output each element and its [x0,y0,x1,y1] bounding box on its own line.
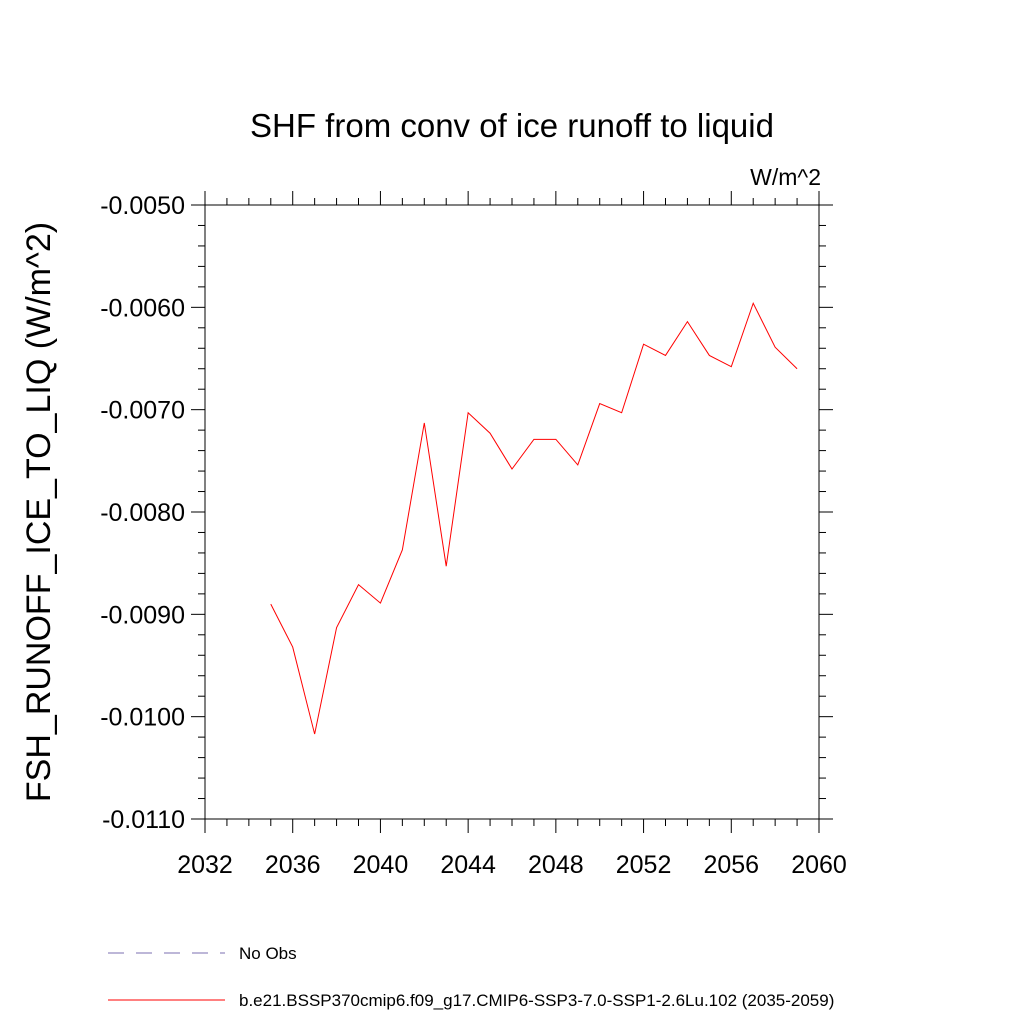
chart-title: SHF from conv of ice runoff to liquid [250,107,774,144]
series-line [270,301,798,735]
axis-ticks [191,191,833,833]
series-layer [270,301,798,735]
x-tick-label: 2052 [616,851,672,879]
x-tick-label: 2060 [791,851,847,879]
y-tick-label: -0.0100 [100,704,185,732]
y-axis-label: FSH_RUNOFF_ICE_TO_LIQ (W/m^2) [20,222,58,802]
x-tick-label: 2048 [528,851,584,879]
y-tick-label: -0.0110 [102,806,185,834]
x-tick-label: 2056 [703,851,759,879]
y-tick-label: -0.0080 [100,499,185,527]
y-tick-label: -0.0090 [100,601,185,629]
plot-frame [204,204,820,820]
legend-label-no-obs: No Obs [239,944,297,963]
x-tick-label: 2032 [177,851,233,879]
legend-label-model-run: b.e21.BSSP370cmip6.f09_g17.CMIP6-SSP3-7.… [239,991,834,1010]
x-tick-label: 2036 [265,851,321,879]
y-tick-label: -0.0070 [100,397,185,425]
x-tick-label: 2044 [440,851,496,879]
y-tick-label: -0.0060 [100,294,185,322]
y-tick-label: -0.0050 [100,192,185,220]
units-label: W/m^2 [750,164,821,190]
tick-labels: 2032 2036 2040 2044 2048 2052 2056 2060 -0.0050 -… [100,192,847,879]
x-tick-label: 2040 [353,851,409,879]
